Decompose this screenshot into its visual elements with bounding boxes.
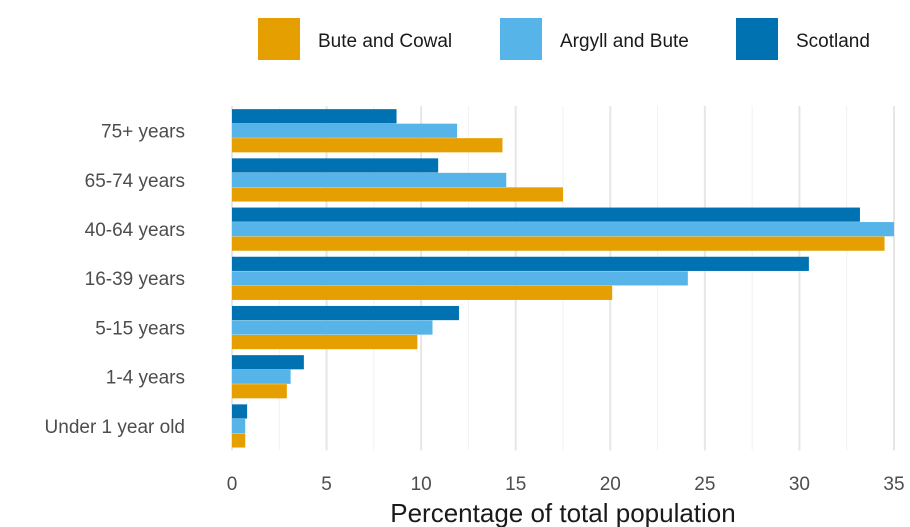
- bar-scotland-75-years: [232, 109, 397, 124]
- x-tick-label: 10: [411, 474, 432, 495]
- legend-label: Argyll and Bute: [560, 31, 689, 52]
- bar-argyll-and-bute-5-15-years: [232, 320, 433, 335]
- bar-scotland-65-74-years: [232, 158, 439, 173]
- legend-swatch: [500, 18, 542, 60]
- x-tick-label: 20: [600, 474, 621, 495]
- bar-scotland-16-39-years: [232, 256, 809, 271]
- x-tick-label: 25: [694, 474, 715, 495]
- x-tick-label: 35: [883, 474, 904, 495]
- legend-item-bute-and-cowal: Bute and Cowal: [258, 18, 452, 60]
- x-tick-label: 5: [321, 474, 332, 495]
- x-axis-title: Percentage of total population: [390, 498, 735, 527]
- bar-bute-and-cowal-16-39-years: [232, 285, 613, 300]
- bar-argyll-and-bute-75-years: [232, 123, 458, 138]
- bar-bute-and-cowal-under-1-year-old: [232, 433, 246, 448]
- legend: Bute and Cowal Argyll and Bute Scotland: [258, 18, 870, 60]
- bar-bute-and-cowal-40-64-years: [232, 236, 885, 251]
- legend-swatch: [258, 18, 300, 60]
- bars: [232, 109, 894, 448]
- legend-item-scotland: Scotland: [736, 18, 870, 60]
- bar-scotland-40-64-years: [232, 207, 860, 222]
- y-tick-label: 65-74 years: [85, 171, 185, 192]
- legend-item-argyll-and-bute: Argyll and Bute: [500, 18, 689, 60]
- y-tick-label: 16-39 years: [85, 269, 185, 290]
- y-tick-label: Under 1 year old: [45, 417, 185, 438]
- bar-bute-and-cowal-65-74-years: [232, 187, 563, 202]
- y-tick-label: 40-64 years: [85, 220, 185, 241]
- bar-bute-and-cowal-75-years: [232, 138, 503, 153]
- bar-bute-and-cowal-1-4-years: [232, 384, 287, 399]
- legend-label: Scotland: [796, 31, 870, 52]
- legend-label: Bute and Cowal: [318, 31, 452, 52]
- bar-argyll-and-bute-under-1-year-old: [232, 418, 246, 434]
- legend-swatch: [736, 18, 778, 60]
- x-tick-label: 0: [227, 474, 238, 495]
- bar-scotland-1-4-years: [232, 355, 304, 370]
- bar-argyll-and-bute-1-4-years: [232, 369, 291, 384]
- y-tick-label: 5-15 years: [95, 318, 185, 339]
- bar-bute-and-cowal-5-15-years: [232, 334, 418, 350]
- x-tick-label: 30: [789, 474, 810, 495]
- x-axis-labels: 0 5 10 15 20 25 30 35: [227, 474, 905, 495]
- bar-scotland-under-1-year-old: [232, 404, 248, 419]
- x-tick-label: 15: [505, 474, 526, 495]
- bar-argyll-and-bute-40-64-years: [232, 222, 894, 237]
- y-tick-label: 1-4 years: [106, 368, 185, 389]
- bar-argyll-and-bute-16-39-years: [232, 271, 688, 286]
- bar-argyll-and-bute-65-74-years: [232, 172, 507, 188]
- y-axis-labels: 75+ years 65-74 years 40-64 years 16-39 yea…: [45, 122, 185, 438]
- bar-scotland-5-15-years: [232, 305, 459, 321]
- y-tick-label: 75+ years: [101, 122, 185, 143]
